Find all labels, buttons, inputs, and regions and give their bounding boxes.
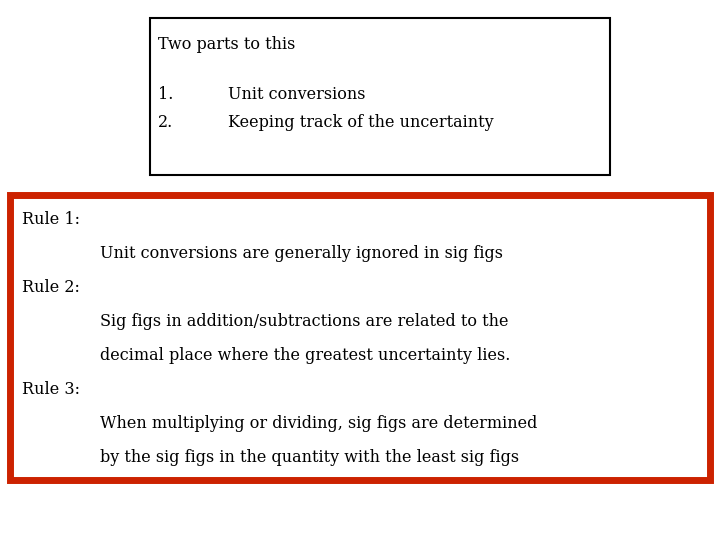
Text: Unit conversions are generally ignored in sig figs: Unit conversions are generally ignored i… xyxy=(100,245,503,262)
Text: Keeping track of the uncertainty: Keeping track of the uncertainty xyxy=(228,114,494,131)
Text: Two parts to this: Two parts to this xyxy=(158,36,295,53)
Text: Rule 3:: Rule 3: xyxy=(22,381,80,398)
Text: Rule 2:: Rule 2: xyxy=(22,279,80,296)
Text: decimal place where the greatest uncertainty lies.: decimal place where the greatest uncerta… xyxy=(100,347,510,364)
Text: Sig figs in addition/subtractions are related to the: Sig figs in addition/subtractions are re… xyxy=(100,313,508,330)
Bar xyxy=(150,18,610,175)
Text: When multiplying or dividing, sig figs are determined: When multiplying or dividing, sig figs a… xyxy=(100,415,537,432)
Text: 1.: 1. xyxy=(158,86,174,103)
Text: 2.: 2. xyxy=(158,114,174,131)
Text: by the sig figs in the quantity with the least sig figs: by the sig figs in the quantity with the… xyxy=(100,449,519,466)
Text: Rule 1:: Rule 1: xyxy=(22,211,80,228)
Text: Unit conversions: Unit conversions xyxy=(228,86,366,103)
Bar xyxy=(10,195,710,480)
